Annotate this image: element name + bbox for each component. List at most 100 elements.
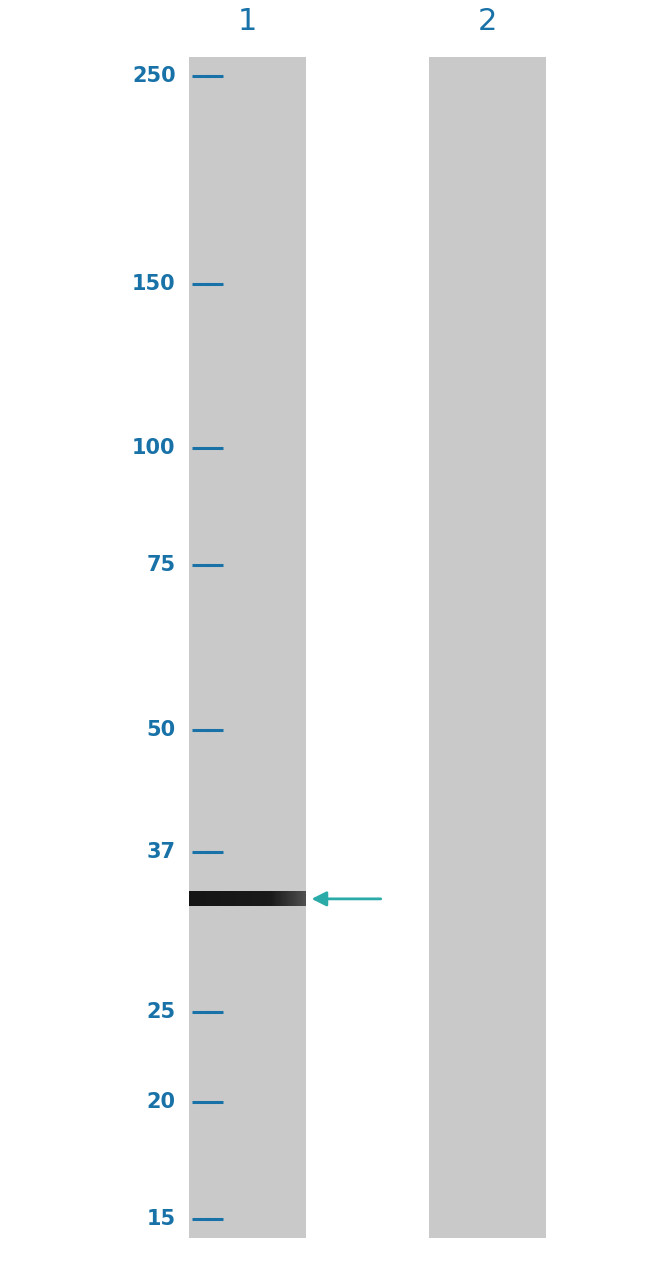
Bar: [205, 892, 207, 907]
Text: 1: 1: [237, 6, 257, 36]
Bar: [235, 892, 237, 907]
Bar: [280, 892, 281, 907]
Bar: [270, 892, 272, 907]
Bar: [232, 892, 233, 907]
Bar: [263, 892, 265, 907]
Bar: [254, 892, 255, 907]
Bar: [216, 892, 218, 907]
Bar: [188, 57, 306, 1238]
Text: 150: 150: [132, 274, 176, 293]
Bar: [190, 892, 191, 907]
Bar: [191, 892, 192, 907]
Bar: [247, 892, 248, 907]
Bar: [234, 892, 236, 907]
Text: 250: 250: [132, 66, 176, 86]
Bar: [222, 892, 224, 907]
Bar: [272, 892, 273, 907]
Bar: [213, 892, 215, 907]
Bar: [212, 892, 213, 907]
Bar: [297, 892, 299, 907]
Bar: [211, 892, 212, 907]
Bar: [255, 892, 257, 907]
Bar: [278, 892, 279, 907]
Bar: [200, 892, 202, 907]
Bar: [285, 892, 286, 907]
Text: 2: 2: [478, 6, 497, 36]
Bar: [298, 892, 300, 907]
Bar: [250, 892, 252, 907]
Bar: [261, 892, 263, 907]
Bar: [207, 892, 209, 907]
Bar: [193, 892, 195, 907]
Bar: [233, 892, 235, 907]
Text: 15: 15: [146, 1209, 176, 1229]
Bar: [221, 892, 223, 907]
Bar: [203, 892, 205, 907]
Bar: [304, 892, 306, 907]
Text: 50: 50: [146, 720, 176, 740]
Bar: [260, 892, 261, 907]
Bar: [203, 892, 204, 907]
Bar: [279, 892, 280, 907]
Bar: [274, 892, 276, 907]
Bar: [287, 892, 289, 907]
Text: 25: 25: [146, 1002, 176, 1021]
Bar: [239, 892, 240, 907]
Bar: [194, 892, 196, 907]
Bar: [269, 892, 271, 907]
Bar: [276, 892, 278, 907]
Bar: [289, 892, 291, 907]
Bar: [198, 892, 200, 907]
Bar: [238, 892, 239, 907]
Bar: [229, 892, 231, 907]
Bar: [218, 892, 219, 907]
Bar: [202, 892, 203, 907]
Bar: [196, 892, 197, 907]
Bar: [281, 892, 282, 907]
Text: 37: 37: [146, 842, 176, 862]
Bar: [219, 892, 220, 907]
Text: 20: 20: [146, 1092, 176, 1113]
Bar: [301, 892, 302, 907]
Bar: [283, 892, 285, 907]
Bar: [224, 892, 225, 907]
Bar: [256, 892, 258, 907]
Bar: [209, 892, 211, 907]
Bar: [302, 892, 304, 907]
Bar: [199, 892, 201, 907]
Bar: [225, 892, 226, 907]
Bar: [265, 892, 266, 907]
Bar: [188, 892, 190, 907]
Text: 75: 75: [146, 555, 176, 575]
Bar: [197, 892, 198, 907]
Bar: [262, 892, 264, 907]
Bar: [226, 892, 228, 907]
Bar: [253, 892, 254, 907]
Bar: [267, 892, 268, 907]
Bar: [275, 892, 277, 907]
Bar: [250, 892, 251, 907]
Bar: [291, 892, 292, 907]
Text: 100: 100: [132, 438, 176, 458]
Bar: [215, 892, 217, 907]
Bar: [206, 892, 207, 907]
Bar: [228, 892, 230, 907]
Bar: [291, 892, 293, 907]
Bar: [246, 892, 247, 907]
Bar: [273, 892, 274, 907]
Bar: [241, 892, 242, 907]
Bar: [285, 892, 287, 907]
Bar: [214, 892, 216, 907]
Bar: [268, 892, 270, 907]
Bar: [288, 892, 289, 907]
Bar: [294, 892, 295, 907]
Bar: [300, 892, 301, 907]
Bar: [303, 892, 305, 907]
Bar: [242, 892, 244, 907]
Bar: [244, 892, 245, 907]
Bar: [220, 892, 222, 907]
Bar: [296, 892, 298, 907]
Bar: [429, 57, 546, 1238]
Bar: [248, 892, 250, 907]
Bar: [252, 892, 254, 907]
